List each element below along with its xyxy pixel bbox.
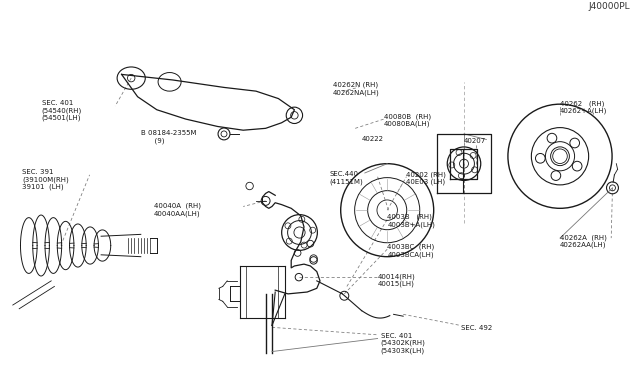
Text: 40040A  (RH)
40040AA(LH): 40040A (RH) 40040AA(LH) bbox=[154, 203, 200, 217]
Text: 40262N (RH)
40262NA(LH): 40262N (RH) 40262NA(LH) bbox=[333, 82, 380, 96]
Text: 40207: 40207 bbox=[464, 138, 486, 144]
Text: 4003B   (RH)
4003B+A(LH): 4003B (RH) 4003B+A(LH) bbox=[387, 214, 435, 228]
Text: SEC. 401
(54540(RH)
(54501(LH): SEC. 401 (54540(RH) (54501(LH) bbox=[42, 100, 82, 121]
Text: SEC. 401
(54302K(RH)
(54303K(LH): SEC. 401 (54302K(RH) (54303K(LH) bbox=[381, 333, 426, 354]
Text: 4003BC  (RH)
4003BCA(LH): 4003BC (RH) 4003BCA(LH) bbox=[387, 244, 435, 258]
Text: J40000PL: J40000PL bbox=[589, 2, 630, 11]
Text: 40262A  (RH)
40262AA(LH): 40262A (RH) 40262AA(LH) bbox=[560, 234, 607, 248]
Text: SEC. 391
(39100M(RH)
39101  (LH): SEC. 391 (39100M(RH) 39101 (LH) bbox=[22, 169, 69, 190]
Text: 40262   (RH)
40262+A(LH): 40262 (RH) 40262+A(LH) bbox=[560, 100, 607, 115]
Text: 40202 (RH)
40E03 (LH): 40202 (RH) 40E03 (LH) bbox=[406, 171, 446, 185]
Text: SEC. 492: SEC. 492 bbox=[461, 326, 492, 331]
Text: 40080B  (RH)
40080BA(LH): 40080B (RH) 40080BA(LH) bbox=[384, 113, 431, 128]
Text: 40222: 40222 bbox=[362, 136, 383, 142]
Text: 40014(RH)
40015(LH): 40014(RH) 40015(LH) bbox=[378, 273, 415, 288]
Text: B 08184-2355M
      (9): B 08184-2355M (9) bbox=[141, 130, 196, 144]
Text: SEC.440
(41151M): SEC.440 (41151M) bbox=[330, 171, 364, 185]
